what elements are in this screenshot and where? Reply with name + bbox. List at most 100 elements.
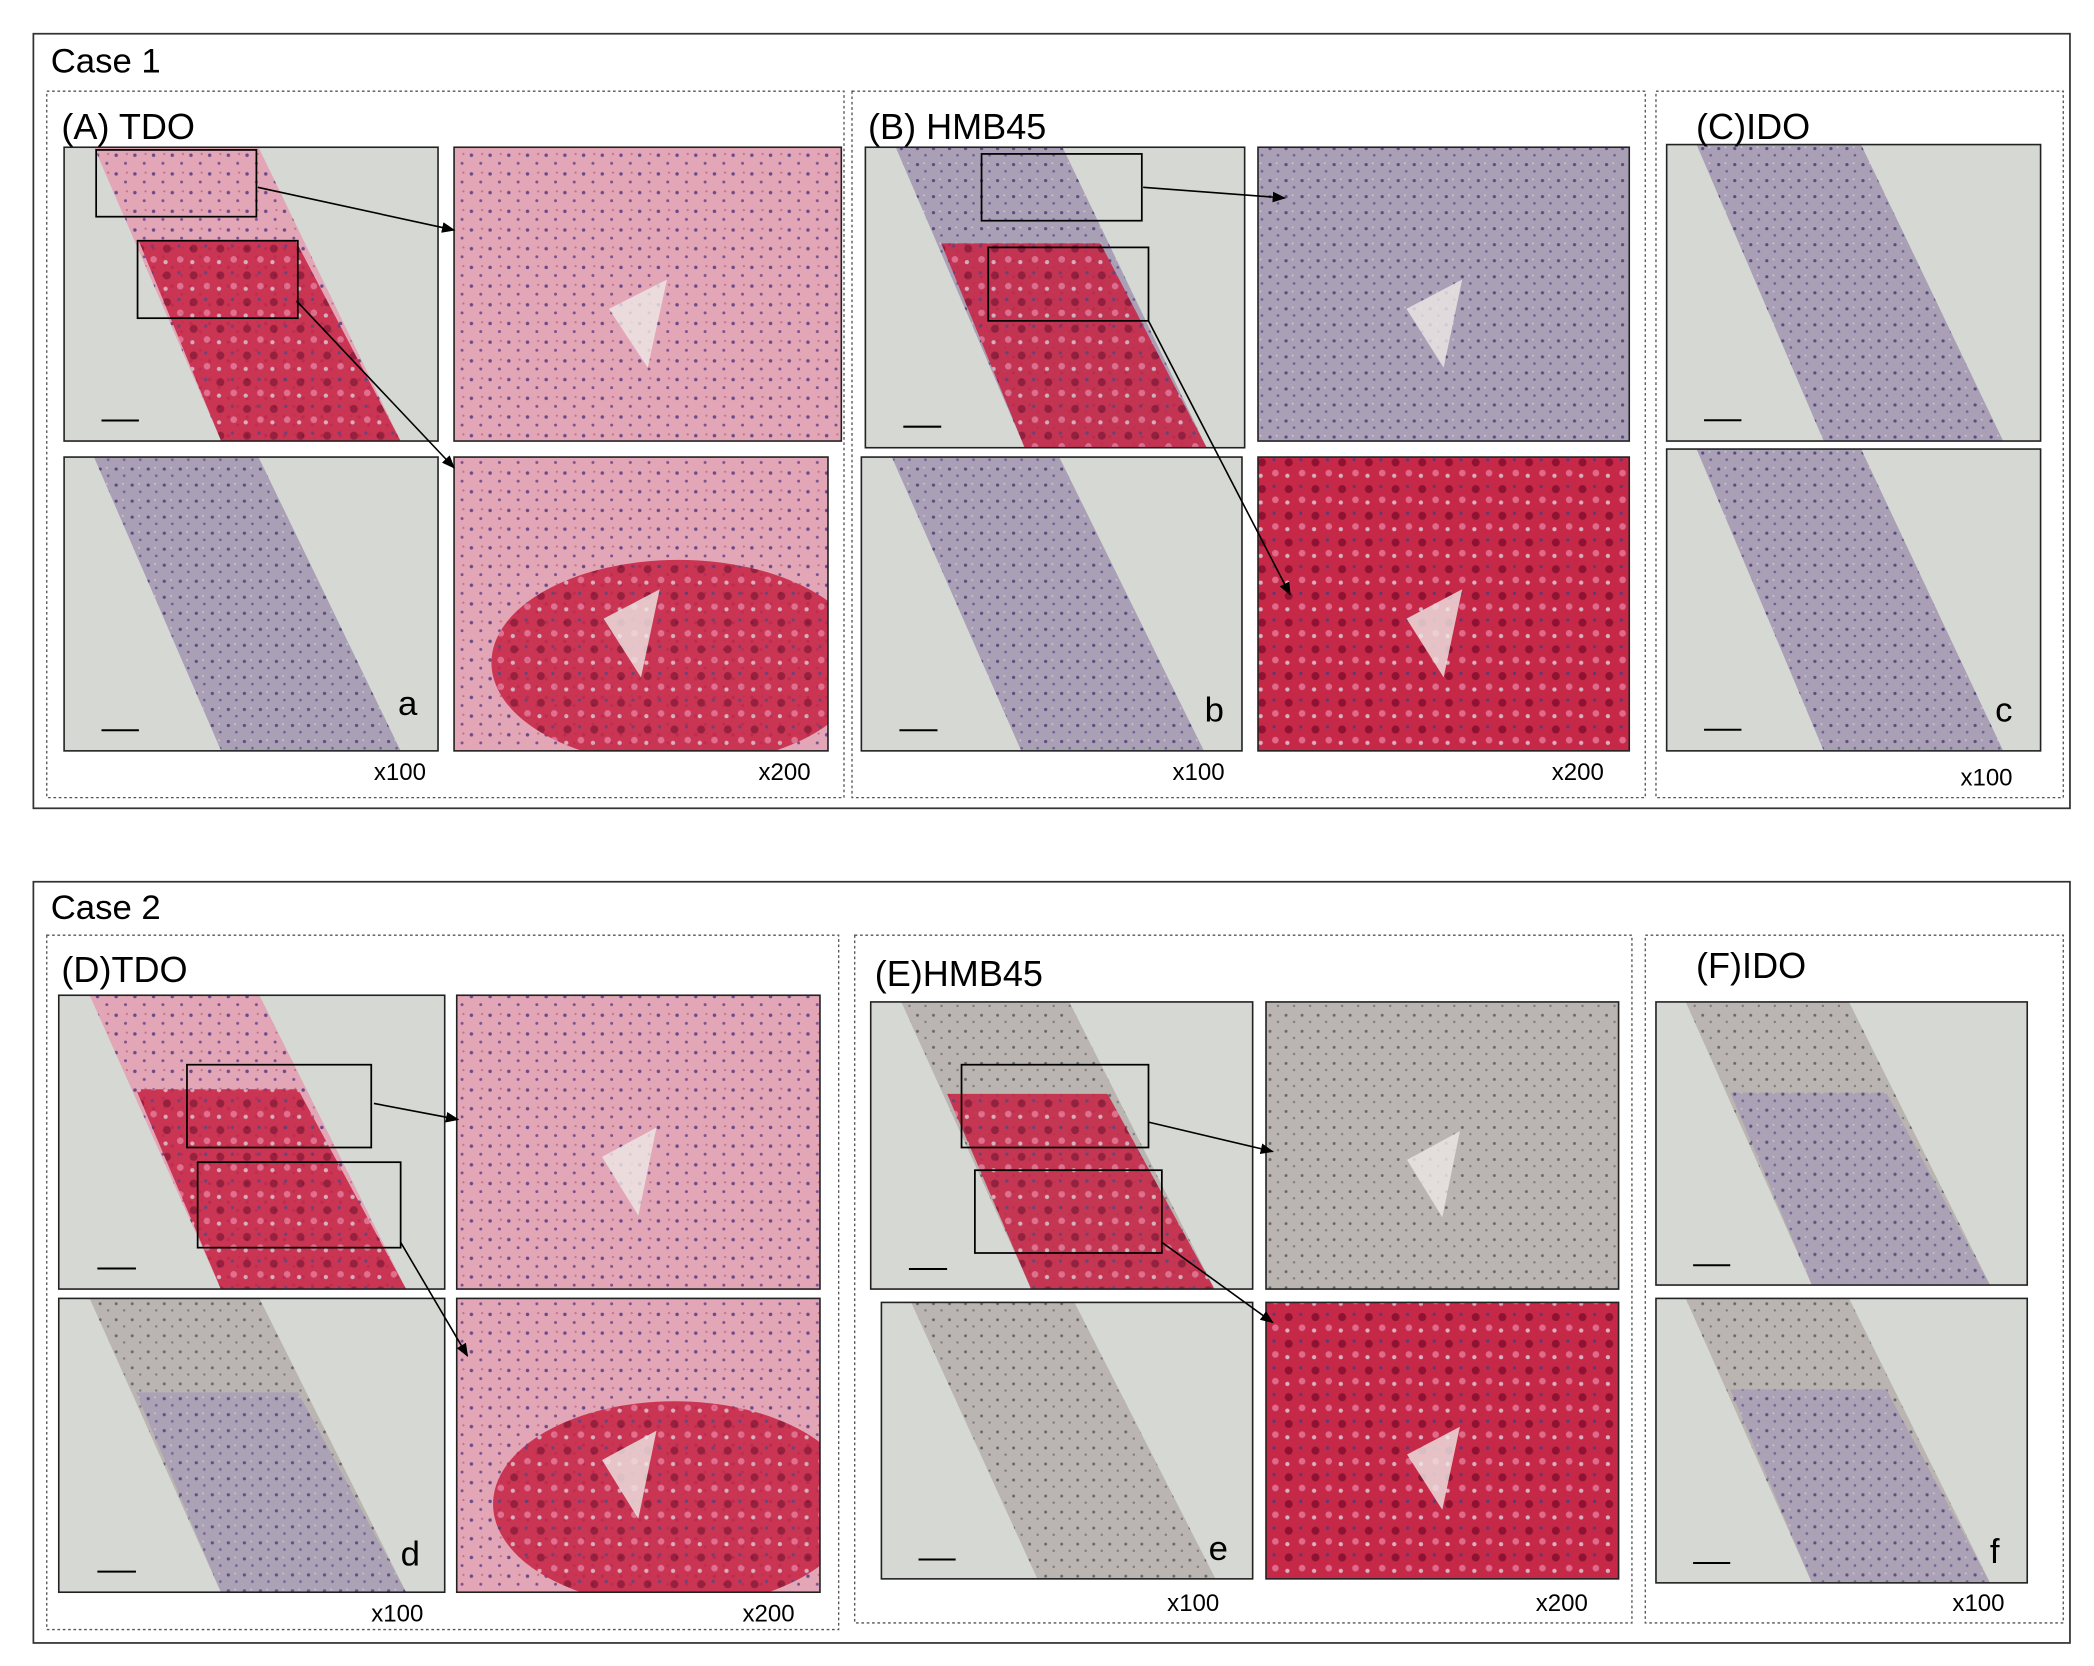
image-content [1258,457,1630,751]
gap [608,279,668,368]
image-frame [869,1001,1254,1290]
tissue [911,1302,1216,1579]
tissue [1696,144,2004,442]
micrograph [880,1301,1254,1580]
panel-box [1644,934,2064,1624]
magnification: x200 [1536,1590,1588,1617]
panel-box [854,934,1633,1624]
panel-letter: e [1209,1530,1228,1568]
labels: a x100 x200 b x100 x200 c x100 d x100 x2… [371,685,2012,1628]
inset-box [960,1063,1150,1149]
image-frame [1257,456,1631,752]
magnification: x200 [743,1601,795,1628]
image-content [861,457,1242,751]
inset-box [974,1169,1163,1254]
arrow [1147,320,1291,596]
tissue [891,457,1204,751]
micrograph [57,994,446,1290]
magnification: x100 [374,759,426,786]
image-frame [455,994,821,1290]
micrograph [63,146,439,442]
magnification: x200 [1552,759,1604,786]
image-frame [455,1297,821,1594]
tissue-stained [135,1089,407,1290]
case-title: Case 1 [51,42,161,80]
gap [1407,1131,1460,1218]
tissue-stained [135,1392,407,1593]
magnification: x100 [1960,765,2012,792]
image-frame [1665,448,2042,752]
micrograph [453,146,843,442]
micrograph [864,146,1246,449]
image-frame [1655,1001,2029,1286]
micrograph [1257,456,1631,752]
arrow [1143,186,1287,203]
annotations [95,149,1291,1357]
image-content [870,1001,1253,1290]
micrograph [57,1297,446,1594]
micrograph [1665,143,2042,442]
image-frame [57,1297,446,1594]
tissue-stained [493,1401,820,1593]
image-frame [1265,1301,1620,1580]
micrograph [869,1001,1254,1290]
panel-box [851,90,1646,799]
micrograph [453,456,829,752]
tissue-stained [947,1093,1215,1290]
magnification: x100 [1173,759,1225,786]
magnification: x100 [371,1601,423,1628]
image-frame [1665,143,2042,442]
panel-box [46,90,845,799]
image-content [1266,1001,1619,1290]
panel-title: (C)IDO [1696,106,1810,147]
gap [602,1430,657,1519]
arrow [1161,1241,1274,1324]
inset-box [95,149,258,218]
image-content [1666,449,2041,751]
micrograph [860,456,1243,752]
image-content [64,147,439,442]
tissue-stained [491,559,828,751]
image-frame [57,994,446,1290]
gap [1406,279,1463,368]
image-frame [1655,1297,2029,1584]
panel-title: (A) TDO [61,106,195,147]
micrograph [1265,1001,1620,1290]
gap [1406,589,1463,678]
magnification: x100 [1167,1590,1219,1617]
inset-box [987,246,1150,322]
tissue [94,457,401,751]
image-content [1266,1302,1619,1579]
image-content [1666,144,2041,442]
arrow [1148,1121,1274,1154]
panel-title: (B) HMB45 [868,106,1046,147]
micrograph [455,1297,821,1594]
image-content [58,995,445,1290]
image-frame [63,146,439,442]
image-frame [453,456,829,752]
image-frame [453,146,843,442]
panel-title: (F)IDO [1696,945,1806,986]
panel-title: (E)HMB45 [875,953,1043,994]
tissue-stained [941,243,1207,448]
micrograph [1265,1301,1620,1580]
panel-letter: a [398,685,418,723]
gap [1407,1426,1460,1510]
image-content [64,457,439,751]
arrow [257,186,456,233]
tissue-stained [1730,1389,1991,1583]
image-content [454,457,828,751]
panel-letter: c [1995,691,2012,729]
micrograph [63,456,439,752]
inset-box [196,1161,402,1249]
case-title: Case 2 [51,889,161,927]
case-box [32,880,2071,1644]
panel-title: (D)TDO [61,949,187,990]
micrograph [1257,146,1631,442]
micrograph [1655,1297,2029,1584]
image-content [454,147,842,442]
image-content [865,147,1245,448]
magnification: x200 [759,759,811,786]
